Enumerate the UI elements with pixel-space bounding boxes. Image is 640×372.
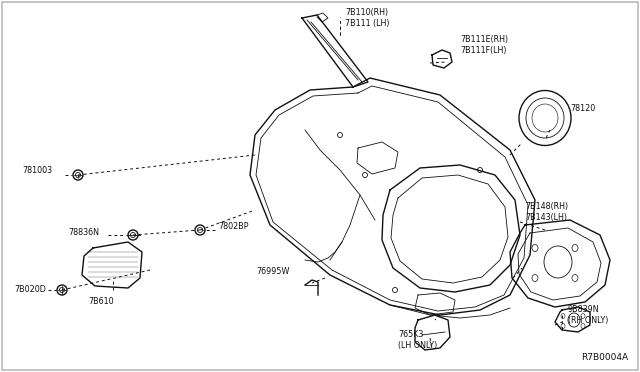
Text: 78836N: 78836N (68, 228, 99, 237)
Text: 78120: 78120 (570, 103, 595, 112)
Text: 7802BP: 7802BP (218, 221, 248, 231)
Text: 7B111E(RH)
7B111F(LH): 7B111E(RH) 7B111F(LH) (460, 35, 508, 55)
Text: 765K3
(LH ONLY): 765K3 (LH ONLY) (398, 330, 437, 350)
Text: 7B020D: 7B020D (14, 285, 46, 295)
Text: 76995W: 76995W (257, 267, 290, 276)
Text: 7B148(RH)
7B143(LH): 7B148(RH) 7B143(LH) (525, 202, 568, 222)
Text: R7B0004A: R7B0004A (581, 353, 628, 362)
Text: 7B610: 7B610 (88, 298, 114, 307)
Text: 7B110(RH)
7B111 (LH): 7B110(RH) 7B111 (LH) (345, 8, 390, 28)
Text: 781003: 781003 (22, 166, 52, 174)
Text: 9B839N
(RH ONLY): 9B839N (RH ONLY) (568, 305, 609, 325)
